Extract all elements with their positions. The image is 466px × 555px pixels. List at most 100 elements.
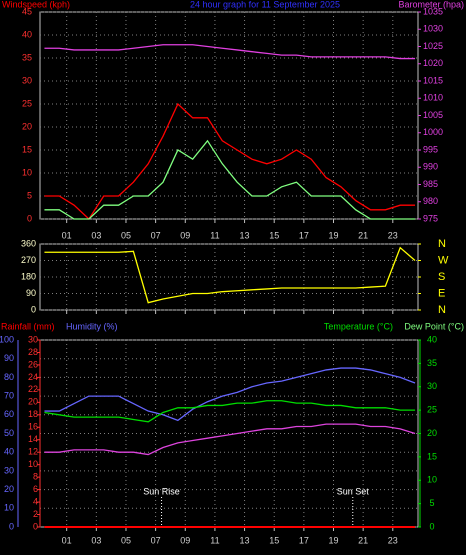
x-tick-label: 17	[299, 535, 309, 545]
y-tick-label: 25	[427, 405, 437, 415]
y-tick-label: E	[438, 287, 445, 299]
y-tick-label: 45	[22, 6, 32, 16]
y-tick-label: 20	[22, 121, 32, 131]
x-tick-label: 15	[269, 230, 279, 240]
x-tick-label: 19	[328, 535, 338, 545]
annotation: Sun Set	[337, 486, 370, 496]
y-tick-label: 20	[4, 484, 14, 494]
y-tick-label: 5	[27, 190, 32, 200]
y-tick-label: 30	[28, 334, 38, 344]
y-tick-label: 10	[22, 167, 32, 177]
x-tick-label: 09	[180, 230, 190, 240]
y-tick-label: 0	[9, 521, 14, 531]
axis-title: Humidity (%)	[66, 321, 118, 331]
y-tick-label: 40	[22, 29, 32, 39]
x-tick-label: 15	[269, 535, 279, 545]
series-line	[44, 423, 416, 456]
series-line	[44, 246, 416, 304]
y-tick-label: 20	[427, 428, 437, 438]
y-tick-label: 995	[423, 144, 438, 154]
y-tick-label: 1035	[423, 6, 443, 16]
y-tick-label: 100	[0, 334, 14, 344]
y-tick-label: 30	[22, 75, 32, 85]
y-tick-label: 0	[31, 304, 36, 314]
axis-title: Temperature (°C)	[324, 321, 393, 331]
x-tick-label: 17	[299, 230, 309, 240]
x-tick-label: 11	[210, 535, 219, 545]
axis-title: Dew Point (°C)	[404, 321, 464, 331]
y-tick-label: 10	[427, 475, 437, 485]
y-tick-label: 40	[427, 334, 437, 344]
x-tick-label: 13	[240, 230, 250, 240]
y-tick-label: W	[438, 254, 449, 266]
y-tick-label: 270	[21, 255, 36, 265]
y-tick-label: 80	[4, 372, 14, 382]
y-tick-label: 0	[27, 213, 32, 223]
x-tick-label: 03	[91, 535, 101, 545]
y-tick-label: 90	[26, 288, 36, 298]
x-tick-label: 01	[62, 230, 72, 240]
y-tick-label: N	[438, 304, 446, 316]
x-tick-label: 05	[121, 230, 131, 240]
y-tick-label: 15	[22, 144, 32, 154]
series-line	[44, 400, 416, 423]
y-tick-label: 25	[22, 98, 32, 108]
x-tick-label: 13	[240, 535, 250, 545]
y-tick-label: 18	[28, 409, 38, 419]
y-tick-label: 1005	[423, 110, 443, 120]
y-tick-label: 10	[28, 459, 38, 469]
x-tick-label: 01	[62, 535, 72, 545]
x-tick-label: 09	[180, 535, 190, 545]
y-tick-label: 16	[28, 422, 38, 432]
axis-title: 24 hour graph for 11 September 2025	[190, 0, 340, 9]
y-tick-label: 14	[28, 434, 38, 444]
y-tick-label: 980	[423, 196, 438, 206]
y-tick-label: 360	[21, 238, 36, 248]
y-tick-label: 26	[28, 359, 38, 369]
axis-title: Barometer (hpa)	[398, 0, 464, 9]
y-tick-label: 985	[423, 179, 438, 189]
x-tick-label: 11	[210, 230, 219, 240]
y-tick-label: 10	[4, 503, 14, 513]
annotation: Sun Rise	[143, 486, 180, 496]
y-tick-label: N	[438, 238, 446, 250]
y-tick-label: 24	[28, 372, 38, 382]
x-tick-label: 21	[358, 230, 368, 240]
y-tick-label: 180	[21, 271, 36, 281]
series-line	[44, 102, 416, 221]
y-tick-label: 35	[427, 358, 437, 368]
series-line	[44, 367, 416, 422]
y-tick-label: 12	[28, 447, 38, 457]
y-tick-label: 1020	[423, 58, 443, 68]
axis-title: Windspeed (kph)	[2, 0, 70, 9]
y-tick-label: 6	[33, 484, 38, 494]
y-tick-label: 20	[28, 397, 38, 407]
y-tick-label: 4	[33, 496, 38, 506]
y-tick-label: 30	[4, 465, 14, 475]
y-tick-label: 975	[423, 213, 438, 223]
y-tick-label: 5	[429, 498, 434, 508]
plot-frame	[39, 11, 419, 220]
y-tick-label: 22	[28, 384, 38, 394]
y-tick-label: 35	[22, 52, 32, 62]
y-tick-label: 0	[429, 521, 434, 531]
y-tick-label: 0	[33, 521, 38, 531]
x-tick-label: 07	[151, 535, 161, 545]
y-tick-label: 70	[4, 390, 14, 400]
y-tick-label: 50	[4, 428, 14, 438]
y-tick-label: 2	[33, 509, 38, 519]
y-tick-label: 8	[33, 472, 38, 482]
x-tick-label: 03	[91, 230, 101, 240]
y-tick-label: S	[438, 271, 445, 283]
y-tick-label: 15	[427, 451, 437, 461]
x-tick-label: 21	[358, 535, 368, 545]
y-tick-label: 28	[28, 347, 38, 357]
series-line	[44, 139, 416, 220]
x-tick-label: 23	[388, 230, 398, 240]
x-tick-label: 07	[151, 230, 161, 240]
x-tick-label: 19	[328, 230, 338, 240]
y-tick-label: 60	[4, 409, 14, 419]
y-tick-label: 1010	[423, 93, 443, 103]
